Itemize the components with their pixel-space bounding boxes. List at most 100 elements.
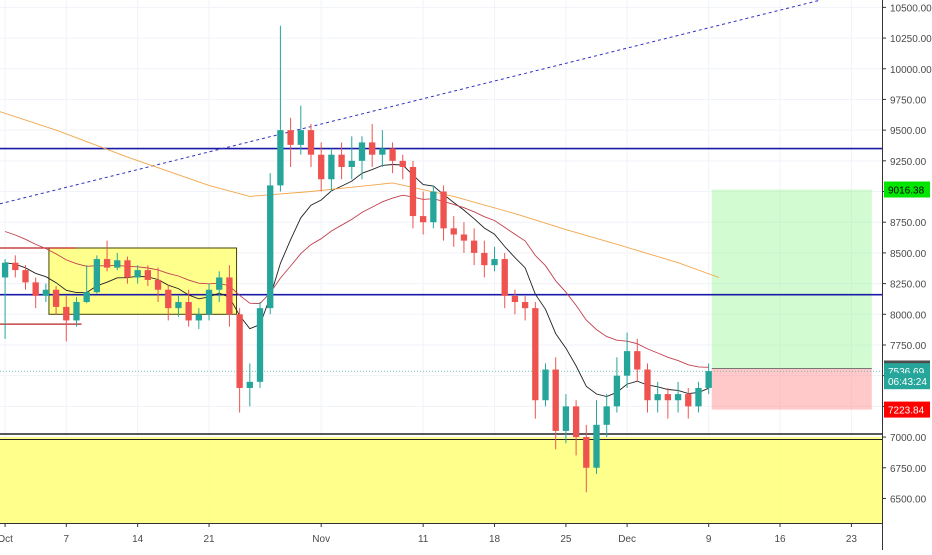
candle[interactable] bbox=[287, 117, 294, 167]
candle[interactable] bbox=[63, 295, 70, 342]
candle[interactable] bbox=[532, 302, 539, 419]
time-tick-label: 16 bbox=[774, 534, 786, 545]
candle[interactable] bbox=[572, 400, 580, 456]
candle[interactable] bbox=[613, 357, 621, 413]
target-zone[interactable] bbox=[711, 189, 872, 369]
candle[interactable] bbox=[634, 338, 641, 382]
candle[interactable] bbox=[511, 289, 519, 315]
candle[interactable] bbox=[52, 286, 60, 315]
candle[interactable] bbox=[552, 357, 559, 450]
candle[interactable] bbox=[226, 265, 233, 327]
candle[interactable] bbox=[562, 394, 570, 444]
candle[interactable] bbox=[277, 25, 284, 192]
candle[interactable] bbox=[144, 265, 152, 287]
candle[interactable] bbox=[491, 246, 498, 272]
candle[interactable] bbox=[481, 240, 488, 278]
candle[interactable] bbox=[114, 252, 121, 271]
candle[interactable] bbox=[409, 160, 417, 229]
candle[interactable] bbox=[501, 252, 508, 309]
candle[interactable] bbox=[603, 394, 610, 438]
candle[interactable] bbox=[124, 256, 131, 284]
candle-body bbox=[654, 394, 661, 401]
candle-body bbox=[552, 369, 559, 431]
candle[interactable] bbox=[348, 136, 355, 180]
candle[interactable] bbox=[664, 387, 672, 419]
candle-body bbox=[165, 289, 172, 309]
candle[interactable] bbox=[593, 400, 600, 474]
candle[interactable] bbox=[379, 130, 386, 167]
candle[interactable] bbox=[695, 381, 702, 413]
candle[interactable] bbox=[470, 228, 478, 266]
candle[interactable] bbox=[185, 289, 192, 327]
candle[interactable] bbox=[267, 173, 274, 315]
candle-body bbox=[226, 277, 233, 315]
candle[interactable] bbox=[256, 302, 264, 388]
price-tick-label: 6750.00 bbox=[890, 464, 927, 475]
candle[interactable] bbox=[440, 185, 447, 241]
candle[interactable] bbox=[450, 216, 457, 247]
candle[interactable] bbox=[318, 142, 325, 192]
candle[interactable] bbox=[399, 154, 406, 180]
candle[interactable] bbox=[42, 283, 50, 303]
candle[interactable] bbox=[236, 308, 243, 413]
candle-body bbox=[460, 234, 468, 241]
candle[interactable] bbox=[297, 105, 304, 155]
price-badge: 06:43:24 bbox=[884, 373, 930, 390]
candle[interactable] bbox=[32, 277, 39, 309]
candle[interactable] bbox=[246, 363, 253, 407]
price-tick-label: 8750.00 bbox=[890, 218, 927, 229]
candle[interactable] bbox=[674, 381, 682, 413]
candle[interactable] bbox=[685, 387, 692, 419]
candle[interactable] bbox=[216, 271, 223, 303]
candle[interactable] bbox=[103, 240, 111, 272]
candle[interactable] bbox=[93, 255, 101, 294]
candle[interactable] bbox=[83, 265, 90, 304]
candle-body bbox=[572, 406, 580, 438]
trendline-dotted[interactable] bbox=[0, 0, 821, 205]
candle[interactable] bbox=[644, 363, 651, 413]
candle[interactable] bbox=[205, 283, 213, 321]
candle[interactable] bbox=[73, 297, 80, 327]
candle[interactable] bbox=[430, 185, 437, 229]
ma-long[interactable] bbox=[0, 111, 720, 278]
ema-medium[interactable] bbox=[4, 194, 709, 368]
candle[interactable] bbox=[175, 295, 182, 317]
price-badge-bg bbox=[884, 373, 930, 390]
candle-body bbox=[644, 369, 651, 401]
candle[interactable] bbox=[22, 265, 29, 290]
candle[interactable] bbox=[389, 142, 396, 174]
time-tick-label: 18 bbox=[489, 534, 501, 545]
time-tick-label: 23 bbox=[846, 534, 858, 545]
candle[interactable] bbox=[623, 332, 631, 388]
candle[interactable] bbox=[705, 363, 712, 395]
candle[interactable] bbox=[134, 265, 141, 284]
candle[interactable] bbox=[654, 381, 661, 413]
candle-body bbox=[379, 148, 386, 155]
candle[interactable] bbox=[328, 148, 335, 192]
candle[interactable] bbox=[419, 191, 427, 235]
candle[interactable] bbox=[583, 424, 590, 493]
candle[interactable] bbox=[165, 284, 172, 321]
candle[interactable] bbox=[542, 363, 549, 407]
range-box[interactable] bbox=[48, 247, 238, 315]
time-tick-label: Nov bbox=[312, 534, 330, 545]
time-tick-label: Oct bbox=[0, 534, 13, 545]
candle[interactable] bbox=[1, 259, 9, 339]
candle-body bbox=[42, 289, 50, 296]
candle-body bbox=[12, 262, 19, 271]
time-tick-label: 9 bbox=[706, 534, 712, 545]
support-zone[interactable] bbox=[0, 437, 882, 523]
candle[interactable] bbox=[154, 267, 162, 303]
candle[interactable] bbox=[12, 255, 19, 278]
candle[interactable] bbox=[369, 123, 376, 167]
candle[interactable] bbox=[195, 308, 202, 330]
candle[interactable] bbox=[307, 123, 315, 167]
ema-short[interactable] bbox=[5, 164, 709, 397]
candle[interactable] bbox=[460, 222, 468, 253]
candle[interactable] bbox=[338, 142, 345, 180]
stop-zone[interactable] bbox=[711, 368, 872, 410]
candle[interactable] bbox=[358, 136, 366, 180]
candle[interactable] bbox=[521, 295, 529, 321]
